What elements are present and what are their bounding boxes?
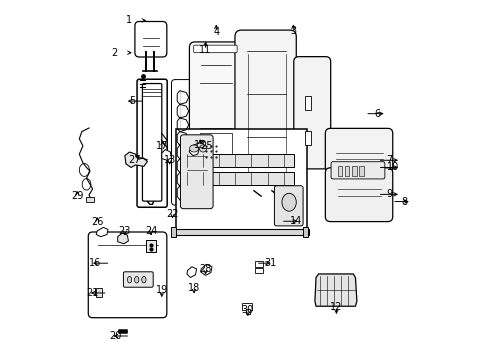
Bar xyxy=(359,166,364,176)
Text: 7: 7 xyxy=(387,155,393,165)
FancyBboxPatch shape xyxy=(180,135,213,209)
FancyBboxPatch shape xyxy=(123,272,153,287)
Polygon shape xyxy=(162,149,172,160)
Text: 13: 13 xyxy=(164,155,176,165)
FancyBboxPatch shape xyxy=(325,168,393,222)
Text: 28: 28 xyxy=(199,264,212,274)
Text: 22: 22 xyxy=(166,209,179,219)
Polygon shape xyxy=(187,267,196,278)
Text: 16: 16 xyxy=(89,258,101,268)
FancyBboxPatch shape xyxy=(325,129,393,172)
Bar xyxy=(176,129,307,234)
FancyBboxPatch shape xyxy=(190,42,242,185)
Text: 31: 31 xyxy=(265,258,277,268)
Polygon shape xyxy=(125,152,147,167)
Ellipse shape xyxy=(199,145,207,152)
Polygon shape xyxy=(96,227,108,237)
Polygon shape xyxy=(118,233,128,244)
FancyBboxPatch shape xyxy=(88,232,167,318)
Text: 5: 5 xyxy=(129,96,136,106)
Bar xyxy=(245,310,250,315)
Text: 29: 29 xyxy=(71,191,83,201)
Text: 10: 10 xyxy=(387,162,399,172)
Text: 2: 2 xyxy=(111,48,118,58)
Text: 8: 8 xyxy=(401,197,407,207)
Bar xyxy=(96,288,101,297)
Text: 27: 27 xyxy=(128,155,141,165)
Ellipse shape xyxy=(127,276,132,283)
Bar xyxy=(183,172,294,185)
Bar xyxy=(255,261,263,267)
Polygon shape xyxy=(190,147,199,156)
Text: 17: 17 xyxy=(156,141,169,151)
Text: 23: 23 xyxy=(119,226,131,236)
Polygon shape xyxy=(200,264,212,275)
FancyBboxPatch shape xyxy=(194,45,237,53)
Text: 4: 4 xyxy=(213,27,220,37)
FancyBboxPatch shape xyxy=(235,30,296,197)
Bar xyxy=(183,154,294,167)
Polygon shape xyxy=(315,274,357,306)
Text: 21: 21 xyxy=(86,288,98,298)
Text: 19: 19 xyxy=(156,285,168,296)
Text: 1: 1 xyxy=(126,15,132,26)
Text: 6: 6 xyxy=(374,109,380,119)
Text: 15: 15 xyxy=(194,140,206,150)
Text: 26: 26 xyxy=(91,217,103,227)
Text: 24: 24 xyxy=(145,226,157,236)
Text: 18: 18 xyxy=(188,283,200,293)
Bar xyxy=(171,227,176,237)
Bar xyxy=(305,131,311,145)
Text: 11: 11 xyxy=(199,45,212,55)
Text: 30: 30 xyxy=(242,305,254,315)
Bar xyxy=(338,166,342,176)
FancyBboxPatch shape xyxy=(294,57,331,169)
Text: 20: 20 xyxy=(109,331,122,341)
Bar xyxy=(255,268,263,273)
Text: 9: 9 xyxy=(387,189,393,199)
Text: 12: 12 xyxy=(330,302,343,312)
Text: 14: 14 xyxy=(290,216,302,226)
Bar xyxy=(172,229,309,234)
Ellipse shape xyxy=(135,276,139,283)
FancyBboxPatch shape xyxy=(331,162,385,179)
Bar xyxy=(305,96,311,110)
Bar xyxy=(147,240,156,252)
Ellipse shape xyxy=(142,276,146,283)
Bar xyxy=(344,166,349,176)
FancyBboxPatch shape xyxy=(274,186,303,226)
Bar xyxy=(352,166,357,176)
Bar xyxy=(242,303,252,310)
FancyBboxPatch shape xyxy=(137,79,167,207)
FancyBboxPatch shape xyxy=(135,22,167,57)
Ellipse shape xyxy=(190,145,198,152)
Ellipse shape xyxy=(282,193,296,211)
Text: 3: 3 xyxy=(291,26,296,36)
Bar xyxy=(87,197,95,202)
FancyBboxPatch shape xyxy=(143,84,162,201)
Bar xyxy=(303,227,309,237)
Bar xyxy=(200,134,232,166)
Text: 25: 25 xyxy=(200,141,213,151)
